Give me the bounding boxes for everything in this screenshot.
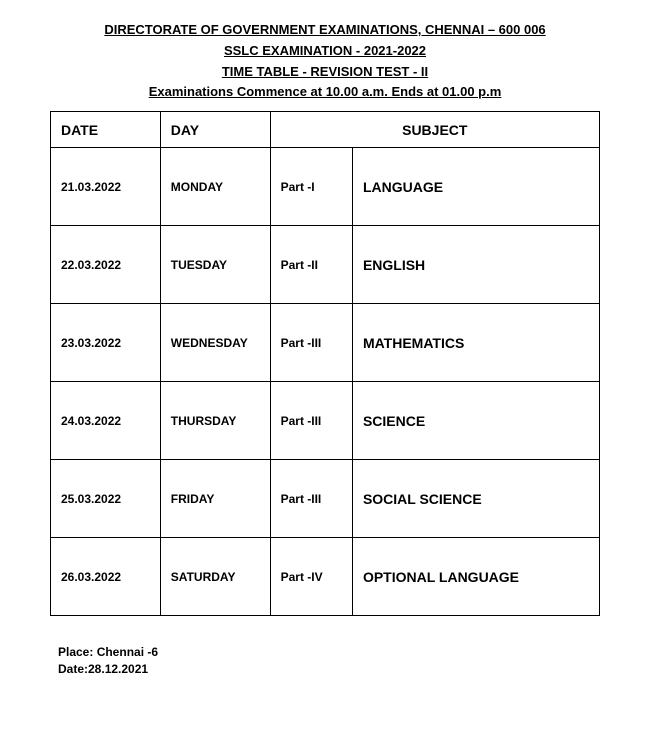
header-directorate: DIRECTORATE OF GOVERNMENT EXAMINATIONS, … — [50, 20, 600, 41]
cell-part: Part -IV — [270, 538, 352, 616]
cell-subject: OPTIONAL LANGUAGE — [352, 538, 599, 616]
cell-subject: ENGLISH — [352, 226, 599, 304]
cell-day: WEDNESDAY — [160, 304, 270, 382]
footer-date: Date:28.12.2021 — [58, 661, 600, 678]
table-row: 26.03.2022 SATURDAY Part -IV OPTIONAL LA… — [51, 538, 600, 616]
cell-part: Part -III — [270, 382, 352, 460]
document-footer: Place: Chennai -6 Date:28.12.2021 — [50, 644, 600, 678]
cell-subject: MATHEMATICS — [352, 304, 599, 382]
header-exam-title: SSLC EXAMINATION - 2021-2022 — [50, 41, 600, 62]
cell-date: 21.03.2022 — [51, 148, 161, 226]
table-row: 25.03.2022 FRIDAY Part -III SOCIAL SCIEN… — [51, 460, 600, 538]
table-row: 22.03.2022 TUESDAY Part -II ENGLISH — [51, 226, 600, 304]
cell-date: 26.03.2022 — [51, 538, 161, 616]
cell-day: TUESDAY — [160, 226, 270, 304]
cell-date: 23.03.2022 — [51, 304, 161, 382]
cell-part: Part -III — [270, 460, 352, 538]
cell-subject: SOCIAL SCIENCE — [352, 460, 599, 538]
cell-date: 22.03.2022 — [51, 226, 161, 304]
cell-part: Part -I — [270, 148, 352, 226]
cell-day: MONDAY — [160, 148, 270, 226]
column-header-subject: SUBJECT — [270, 112, 599, 148]
exam-timetable: DATE DAY SUBJECT 21.03.2022 MONDAY Part … — [50, 111, 600, 616]
header-timing: Examinations Commence at 10.00 a.m. Ends… — [50, 82, 600, 103]
table-row: 23.03.2022 WEDNESDAY Part -III MATHEMATI… — [51, 304, 600, 382]
table-header-row: DATE DAY SUBJECT — [51, 112, 600, 148]
table-row: 24.03.2022 THURSDAY Part -III SCIENCE — [51, 382, 600, 460]
cell-part: Part -III — [270, 304, 352, 382]
header-timetable-title: TIME TABLE - REVISION TEST - II — [50, 62, 600, 83]
column-header-day: DAY — [160, 112, 270, 148]
cell-date: 25.03.2022 — [51, 460, 161, 538]
cell-date: 24.03.2022 — [51, 382, 161, 460]
cell-day: SATURDAY — [160, 538, 270, 616]
cell-day: THURSDAY — [160, 382, 270, 460]
document-header: DIRECTORATE OF GOVERNMENT EXAMINATIONS, … — [50, 20, 600, 103]
cell-part: Part -II — [270, 226, 352, 304]
cell-subject: SCIENCE — [352, 382, 599, 460]
footer-place: Place: Chennai -6 — [58, 644, 600, 661]
cell-day: FRIDAY — [160, 460, 270, 538]
cell-subject: LANGUAGE — [352, 148, 599, 226]
column-header-date: DATE — [51, 112, 161, 148]
table-row: 21.03.2022 MONDAY Part -I LANGUAGE — [51, 148, 600, 226]
